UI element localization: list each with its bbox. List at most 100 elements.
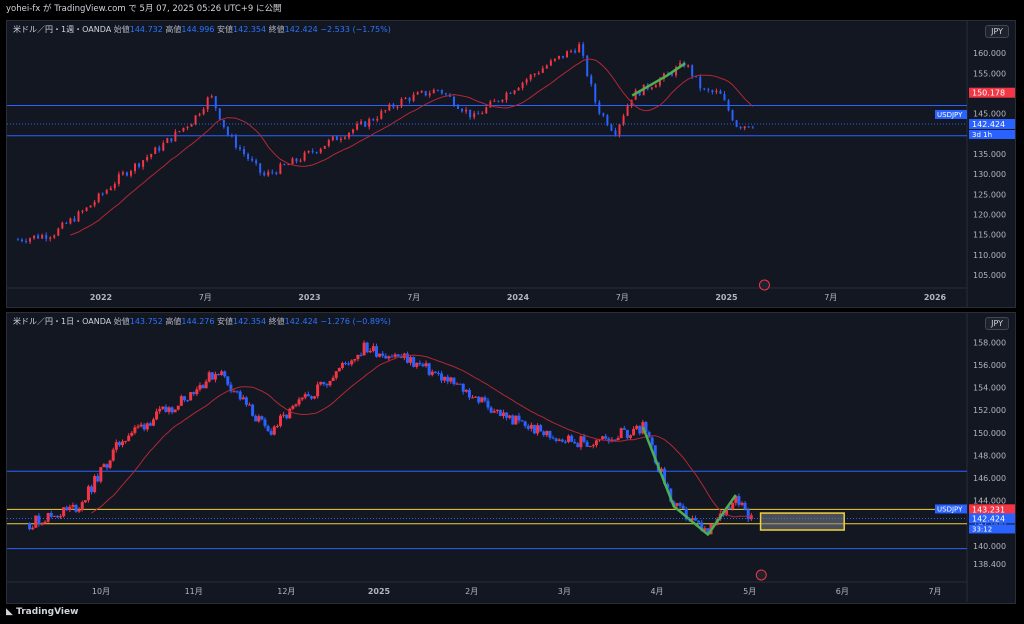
candle-body <box>622 428 626 430</box>
price-tick-label: 145.000 <box>973 110 1006 119</box>
candle-body <box>424 91 427 96</box>
candle-body <box>529 424 533 429</box>
candle-body <box>690 518 694 521</box>
candle-body <box>344 363 348 365</box>
candle-body <box>272 426 276 435</box>
candle-body <box>238 391 242 400</box>
candle-body <box>198 114 201 116</box>
candle-body <box>557 55 560 59</box>
currency-button[interactable]: JPY <box>985 317 1009 330</box>
candle-body <box>731 502 735 510</box>
candle-body <box>647 432 651 438</box>
candle-body <box>288 408 292 419</box>
candle-body <box>282 414 286 416</box>
candle-body <box>537 72 540 74</box>
change-value: −1.276 (−0.89%) <box>320 317 391 326</box>
candle-body <box>471 397 475 399</box>
candle-body <box>626 106 629 116</box>
candle-body <box>347 132 350 138</box>
candle-body <box>31 527 35 530</box>
candle-body <box>415 362 419 367</box>
currency-button[interactable]: JPY <box>985 25 1009 38</box>
candle-body <box>154 147 157 155</box>
symbol-line: 米ドル／円・1日・OANDA <box>13 317 112 326</box>
candle-body <box>201 385 205 389</box>
daily-chart-canvas[interactable]: 158.000 156.000 154.000 152.000 150.000 148.0… <box>7 313 1015 603</box>
candle-body <box>109 188 112 191</box>
candle-body <box>573 441 577 444</box>
publish-caption: yohei-fx が TradingView.com で 5月 07, 2025… <box>0 0 1024 18</box>
candle-body <box>430 371 434 375</box>
level-price-tag-bg <box>969 87 1015 98</box>
candle-body <box>121 172 124 175</box>
candle-body <box>740 502 744 505</box>
zigzag-trace-line <box>631 62 687 97</box>
candle-body <box>328 380 332 386</box>
candle-body <box>497 100 500 102</box>
candle-body <box>125 172 128 176</box>
candle-body <box>347 363 351 365</box>
candle-body <box>271 171 274 173</box>
candle-body <box>557 439 561 441</box>
candle-body <box>49 237 52 239</box>
candle-body <box>606 115 609 126</box>
candle-body <box>523 421 527 426</box>
candle-body <box>101 193 104 195</box>
candle-body <box>97 193 100 202</box>
tradingview-logo-text: TradingView <box>16 607 79 617</box>
weekly-chart-canvas[interactable]: 160.000155.000150.000145.000140.000135.0… <box>7 21 1015 307</box>
candle-body <box>551 437 555 439</box>
candle-body <box>654 85 657 88</box>
candle-body <box>243 149 246 154</box>
candle-body <box>509 92 512 94</box>
candle-body <box>591 445 595 447</box>
close-value: 142.424 <box>284 25 318 34</box>
candle-body <box>525 79 528 83</box>
candle-body <box>244 397 248 405</box>
candle-body <box>604 436 608 439</box>
candle-body <box>71 504 75 507</box>
candle-body <box>40 523 44 525</box>
time-tick-label: 2月 <box>465 587 478 596</box>
candle-body <box>432 89 435 94</box>
countdown-tag: 3d 1h <box>972 131 992 139</box>
candle-body <box>743 502 747 510</box>
candle-body <box>105 190 108 194</box>
candle-body <box>513 90 516 94</box>
candle-body <box>372 119 375 121</box>
candle-body <box>634 90 637 100</box>
candle-body <box>582 436 586 442</box>
time-tick-label: 7月 <box>616 293 629 302</box>
candle-body <box>251 404 255 416</box>
price-tick-label: 105.000 <box>973 271 1006 280</box>
candle-body <box>630 99 633 107</box>
candle-body <box>461 108 464 112</box>
candle-body <box>311 150 314 153</box>
candle-body <box>179 396 183 406</box>
candle-body <box>146 157 149 161</box>
candle-body <box>93 476 97 493</box>
candle-body <box>164 406 168 412</box>
candle-body <box>129 170 132 176</box>
candle-body <box>684 508 688 520</box>
candle-body <box>749 515 753 520</box>
candle-body <box>77 211 80 222</box>
weekly-chart-pane[interactable]: 160.000155.000150.000145.000140.000135.0… <box>6 20 1016 308</box>
price-tick-label: 130.000 <box>973 170 1006 179</box>
close-label: 終値 <box>268 317 285 326</box>
last-price-tag: 142.424 <box>972 514 1005 523</box>
last-price-tag: 142.424 <box>972 120 1005 129</box>
candle-body <box>69 218 72 224</box>
candle-body <box>428 93 431 96</box>
candle-body <box>316 384 320 397</box>
candle-body <box>578 44 581 53</box>
candle-body <box>275 172 278 174</box>
candle-body <box>241 397 245 400</box>
candle-body <box>29 238 32 242</box>
candle-body <box>127 435 131 441</box>
tradingview-logo[interactable]: ◣ TradingView <box>6 607 78 617</box>
candle-body <box>695 76 698 78</box>
candle-body <box>632 428 636 436</box>
daily-chart-pane[interactable]: 158.000 156.000 154.000 152.000 150.000 148.0… <box>6 312 1016 604</box>
candle-body <box>751 127 754 129</box>
